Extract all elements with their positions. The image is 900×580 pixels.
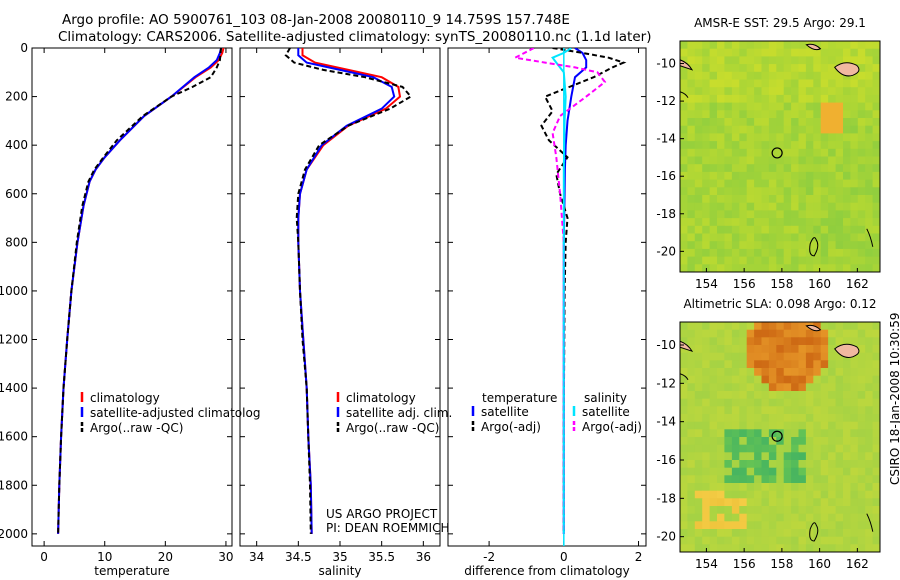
series-line-1 [540, 48, 627, 534]
x-tick-label: 2 [635, 550, 643, 564]
series-line-1 [297, 48, 396, 534]
y-tick-label: 400 [5, 138, 28, 152]
x-tick-label: 36 [416, 550, 431, 564]
x-tick-label: 0 [40, 550, 48, 564]
x-tick-label: 35.5 [368, 550, 395, 564]
y-tick-label: -14 [656, 415, 676, 429]
axes-frame [239, 47, 441, 547]
series-line-2 [57, 48, 223, 534]
x-tick-label: 160 [808, 557, 831, 571]
x-axis-label: temperature [94, 564, 169, 578]
field-raster [680, 322, 880, 552]
y-tick-label: 2000 [0, 527, 28, 541]
y-tick-label: 1600 [0, 430, 28, 444]
series-line-0 [562, 48, 588, 534]
argo-position-marker [771, 147, 783, 159]
chart-title-line-1: Argo profile: AO 5900761_103 08-Jan-2008… [62, 12, 570, 28]
series-line-0 [297, 48, 402, 534]
series-line-1 [57, 48, 223, 534]
x-tick-label: 34.5 [285, 550, 312, 564]
x-tick-label: 156 [733, 277, 756, 291]
land-outline [680, 324, 874, 542]
y-tick-label: -14 [656, 132, 676, 146]
series-line-2 [284, 48, 413, 534]
map-title: AMSR-E SST: 29.5 Argo: 29.1 [694, 16, 866, 30]
y-tick-label: 1800 [0, 478, 28, 492]
chart-title-line-2: Climatology: CARS2006. Satellite-adjuste… [58, 29, 652, 45]
legend-diff-temp-label: Argo(-adj) [481, 420, 541, 434]
x-tick-label: 162 [846, 557, 869, 571]
y-tick-label: -18 [656, 207, 676, 221]
x-tick-label: 156 [733, 557, 756, 571]
legend-sal-label: Argo(..raw -QC) [346, 421, 439, 435]
map-panel-1: 154 156 158 160 162 -10 -12 -14 -16 -18 -20 Altimet… [656, 297, 881, 571]
y-tick-label: 200 [5, 90, 28, 104]
legend-temp-label: Argo(..raw -QC) [90, 421, 183, 435]
x-tick-label: 158 [770, 557, 793, 571]
legend-sal-label: climatology [346, 391, 416, 405]
map-frame [679, 40, 881, 273]
series-line-0 [57, 48, 225, 534]
y-tick-label: 1000 [0, 284, 28, 298]
x-tick-label: -2 [483, 550, 495, 564]
x-tick-label: 162 [846, 277, 869, 291]
y-tick-label: -10 [656, 57, 676, 71]
x-tick-label: 158 [770, 277, 793, 291]
x-tick-label: 154 [695, 557, 718, 571]
legend-sal-label: satellite adj. clim. [346, 406, 452, 420]
axes-frame [447, 47, 647, 547]
x-axis-label: difference from climatology [464, 564, 630, 578]
legend-group-title: temperature [482, 391, 557, 405]
series-line-3 [512, 48, 607, 534]
y-tick-label: -16 [656, 453, 676, 467]
map-title: Altimetric SLA: 0.098 Argo: 0.12 [683, 297, 876, 311]
y-tick-label: -12 [656, 376, 676, 390]
x-tick-label: 160 [808, 277, 831, 291]
annotation-line: US ARGO PROJECT [326, 507, 438, 521]
y-tick-label: -20 [656, 530, 676, 544]
legend-temp-label: climatology [90, 391, 160, 405]
map-frame [679, 321, 881, 553]
x-axis-label: salinity [318, 564, 361, 578]
land-outline [680, 43, 874, 257]
y-tick-label: 600 [5, 187, 28, 201]
y-tick-label: 800 [5, 235, 28, 249]
y-tick-label: -18 [656, 491, 676, 505]
y-tick-label: 1200 [0, 333, 28, 347]
legend-diff-temp-label: satellite [481, 405, 529, 419]
map-panel-0: 154 156 158 160 162 -10 -12 -14 -16 -18 -20 AMSR-E … [656, 16, 881, 291]
x-tick-label: 0 [560, 550, 568, 564]
legend-diff-sal-label: Argo(-adj) [582, 420, 642, 434]
profile-panel-0: 0 10 20 30 0 200 400 600 800 1000 1200 1400 1600 1800… [0, 41, 234, 578]
y-tick-label: -10 [656, 338, 676, 352]
y-tick-label: -12 [656, 94, 676, 108]
argo-position-marker [771, 430, 783, 442]
y-tick-label: 0 [20, 41, 28, 55]
legend-diff-sal-label: satellite [582, 405, 630, 419]
y-tick-label: -20 [656, 244, 676, 258]
profile-panel-1: 34 34.5 35 35.5 36 salinity [239, 47, 441, 578]
axes-frame [31, 47, 233, 547]
legend-temp-label: satellite-adjusted climatolog [90, 406, 260, 420]
x-tick-label: 20 [158, 550, 173, 564]
x-tick-label: 10 [97, 550, 112, 564]
field-raster [680, 41, 880, 272]
profile-panel-2: -2 0 2 difference from climatology [447, 47, 647, 578]
x-tick-label: 35 [332, 550, 347, 564]
y-tick-label: -16 [656, 169, 676, 183]
x-tick-label: 30 [218, 550, 233, 564]
legend-group-title: salinity [584, 391, 627, 405]
x-tick-label: 34 [249, 550, 264, 564]
annotation-line: PI: DEAN ROEMMICH [326, 521, 449, 535]
y-tick-label: 1400 [0, 381, 28, 395]
x-tick-label: 154 [695, 277, 718, 291]
